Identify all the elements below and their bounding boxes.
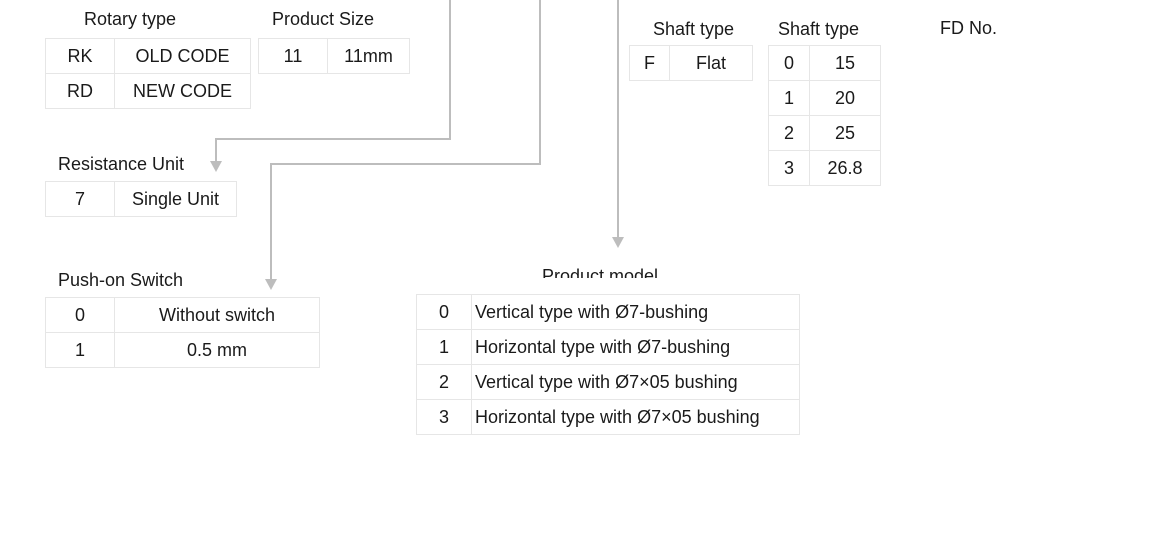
product-model-title-clip: Product model bbox=[480, 266, 720, 278]
shaft-length-table: 0 15 1 20 2 25 3 26.8 bbox=[768, 45, 881, 186]
code-cell: 2 bbox=[768, 115, 810, 151]
table-row: RD NEW CODE bbox=[45, 73, 251, 109]
desc-cell: 26.8 bbox=[809, 150, 881, 186]
arrow-head-icon bbox=[210, 161, 222, 172]
arrow-head-icon bbox=[612, 237, 624, 248]
table-row: 3 26.8 bbox=[768, 150, 881, 186]
code-cell: 2 bbox=[416, 364, 472, 400]
desc-cell: Horizontal type with Ø7×05 bushing bbox=[471, 399, 800, 435]
table-row: 0 Vertical type with Ø7-bushing bbox=[416, 294, 800, 330]
resistance-unit-table: 7 Single Unit bbox=[45, 181, 237, 217]
desc-cell: 20 bbox=[809, 80, 881, 116]
table-row: 3 Horizontal type with Ø7×05 bushing bbox=[416, 399, 800, 435]
product-size-table: 11 11mm bbox=[258, 38, 410, 74]
rotary-type-table: RK OLD CODE RD NEW CODE bbox=[45, 38, 251, 109]
table-row: 0 Without switch bbox=[45, 297, 320, 333]
code-cell: 1 bbox=[45, 332, 115, 368]
table-row: 1 Horizontal type with Ø7-bushing bbox=[416, 329, 800, 365]
table-row: 7 Single Unit bbox=[45, 181, 237, 217]
table-row: 1 20 bbox=[768, 80, 881, 116]
desc-cell: 25 bbox=[809, 115, 881, 151]
product-model-title: Product model bbox=[541, 266, 659, 278]
code-cell: RK bbox=[45, 38, 115, 74]
product-size-title: Product Size bbox=[272, 9, 375, 29]
rotary-type-title: Rotary type bbox=[84, 9, 177, 29]
table-row: F Flat bbox=[629, 45, 753, 81]
connector-push-on-switch bbox=[270, 0, 541, 280]
push-on-switch-table: 0 Without switch 1 0.5 mm bbox=[45, 297, 320, 368]
desc-cell: Horizontal type with Ø7-bushing bbox=[471, 329, 800, 365]
table-row: 0 15 bbox=[768, 45, 881, 81]
code-cell: 1 bbox=[768, 80, 810, 116]
product-model-table: 0 Vertical type with Ø7-bushing 1 Horizont… bbox=[416, 294, 800, 435]
code-cell: 0 bbox=[768, 45, 810, 81]
push-on-switch-title: Push-on Switch bbox=[58, 270, 184, 290]
code-cell: F bbox=[629, 45, 670, 81]
desc-cell: NEW CODE bbox=[114, 73, 251, 109]
desc-cell: Vertical type with Ø7-bushing bbox=[471, 294, 800, 330]
code-cell: 3 bbox=[416, 399, 472, 435]
code-cell: RD bbox=[45, 73, 115, 109]
table-row: RK OLD CODE bbox=[45, 38, 251, 74]
code-cell: 0 bbox=[416, 294, 472, 330]
desc-cell: Vertical type with Ø7×05 bushing bbox=[471, 364, 800, 400]
table-row: 1 0.5 mm bbox=[45, 332, 320, 368]
table-row: 2 25 bbox=[768, 115, 881, 151]
table-row: 11 11mm bbox=[258, 38, 410, 74]
code-cell: 0 bbox=[45, 297, 115, 333]
arrow-head-icon bbox=[265, 279, 277, 290]
code-cell: 11 bbox=[258, 38, 328, 74]
code-cell: 7 bbox=[45, 181, 115, 217]
code-cell: 3 bbox=[768, 150, 810, 186]
desc-cell: Single Unit bbox=[114, 181, 237, 217]
fd-no-title: FD No. bbox=[940, 18, 998, 38]
table-row: 2 Vertical type with Ø7×05 bushing bbox=[416, 364, 800, 400]
desc-cell: 11mm bbox=[327, 38, 410, 74]
resistance-unit-title: Resistance Unit bbox=[58, 154, 185, 174]
desc-cell: OLD CODE bbox=[114, 38, 251, 74]
shaft-type-table: F Flat bbox=[629, 45, 753, 81]
desc-cell: Without switch bbox=[114, 297, 320, 333]
desc-cell: 15 bbox=[809, 45, 881, 81]
connector-resistance-unit bbox=[215, 0, 451, 162]
shaft-type-title: Shaft type bbox=[653, 19, 735, 39]
code-cell: 1 bbox=[416, 329, 472, 365]
shaft-length-title: Shaft type bbox=[778, 19, 860, 39]
desc-cell: Flat bbox=[669, 45, 753, 81]
desc-cell: 0.5 mm bbox=[114, 332, 320, 368]
